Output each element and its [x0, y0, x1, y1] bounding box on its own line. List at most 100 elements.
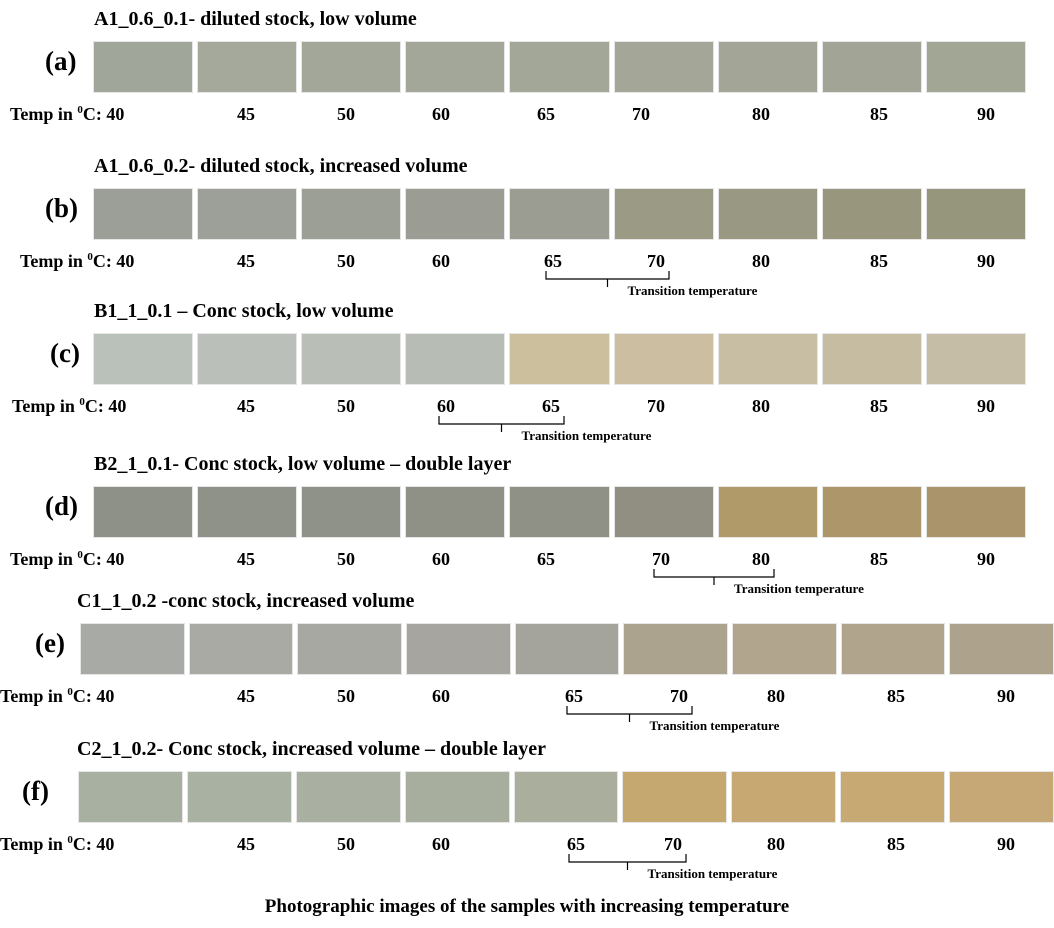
sample-photo: [613, 486, 714, 538]
temperature-label: 70: [647, 251, 665, 271]
temperature-label: 45: [237, 104, 255, 124]
temp-unit: C:: [72, 686, 92, 706]
temperature-label: 50: [337, 686, 355, 706]
sample-photo: [188, 623, 294, 675]
temperature-label: 90: [977, 251, 995, 271]
sample-photo: [717, 188, 818, 240]
row-title: B1_1_0.1 – Conc stock, low volume: [94, 300, 394, 322]
row-title: B2_1_0.1- Conc stock, low volume – doubl…: [94, 453, 512, 475]
sample-photo: [925, 188, 1026, 240]
temperature-label-first: Temp in 0C: 40: [0, 834, 114, 855]
panel-label: (b): [45, 193, 78, 223]
sample-photo: [197, 41, 298, 93]
sample-photo: [925, 486, 1026, 538]
temperature-label: 85: [887, 834, 905, 854]
temperature-label: 85: [870, 251, 888, 271]
sample-photo: [613, 333, 714, 385]
sample-photo: [405, 188, 506, 240]
sample-photo: [821, 41, 922, 93]
panel-label: (d): [45, 491, 78, 521]
temperature-label: 65: [537, 104, 555, 124]
sample-photo: [509, 333, 610, 385]
temperature-label: 50: [337, 834, 355, 854]
sample-photo: [93, 486, 194, 538]
sample-photo: [717, 333, 818, 385]
temperature-label-first: Temp in 0C: 40: [10, 549, 124, 570]
degree-superscript: 0: [77, 104, 83, 116]
degree-superscript: 0: [67, 834, 73, 846]
sample-photo: [949, 623, 1054, 675]
temperature-label: 70: [647, 396, 665, 416]
temperature-label: 45: [237, 251, 255, 271]
temperature-label: 80: [752, 549, 770, 569]
temperature-label: 65: [537, 549, 555, 569]
sample-photo: [840, 771, 946, 823]
panel-label: (e): [35, 628, 65, 658]
temperature-label-first: Temp in 0C: 40: [20, 251, 134, 272]
transition-temperature-label: Transition temperature: [647, 866, 778, 881]
temperature-label: 85: [887, 686, 905, 706]
temperature-label: 60: [432, 549, 450, 569]
row-title: A1_0.6_0.1- diluted stock, low volume: [94, 8, 417, 30]
degree-superscript: 0: [77, 549, 83, 561]
sample-photo: [197, 333, 298, 385]
temperature-label: 50: [337, 549, 355, 569]
sample-photo: [925, 333, 1026, 385]
temperature-label: 80: [752, 251, 770, 271]
temperature-label: 65: [565, 686, 583, 706]
sample-photo: [197, 188, 298, 240]
temperature-label: 50: [337, 396, 355, 416]
temp-prefix: Temp in: [12, 396, 80, 416]
temperature-label: 70: [664, 834, 682, 854]
temp-value: 40: [101, 549, 125, 569]
temperature-label: 45: [237, 686, 255, 706]
sample-photo: [613, 188, 714, 240]
sample-photo: [301, 188, 402, 240]
temp-prefix: Temp in: [10, 104, 78, 124]
row-title: C2_1_0.2- Conc stock, increased volume –…: [77, 738, 547, 760]
temperature-label: 60: [437, 396, 455, 416]
temperature-label: 45: [237, 834, 255, 854]
temperature-label: 90: [977, 549, 995, 569]
temperature-label: 60: [432, 834, 450, 854]
temperature-label: 65: [544, 251, 562, 271]
sample-photo: [613, 41, 714, 93]
sample-photo: [301, 333, 402, 385]
temperature-label: 60: [432, 686, 450, 706]
degree-superscript: 0: [67, 686, 73, 698]
temp-unit: C:: [82, 549, 102, 569]
sample-photo: [295, 771, 401, 823]
temp-value: 40: [91, 834, 115, 854]
sample-photo: [197, 486, 298, 538]
temperature-label: 90: [977, 104, 995, 124]
sample-photo: [78, 771, 183, 823]
sample-photo: [514, 623, 620, 675]
temp-value: 40: [111, 251, 135, 271]
temperature-label: 80: [767, 834, 785, 854]
sample-photo: [513, 771, 619, 823]
sample-photo: [622, 771, 728, 823]
transition-temperature-label: Transition temperature: [627, 283, 758, 298]
temperature-label: 65: [567, 834, 585, 854]
temperature-label-first: Temp in 0C: 40: [0, 686, 114, 707]
sample-photo: [404, 771, 510, 823]
temperature-label: 80: [752, 104, 770, 124]
temp-value: 40: [91, 686, 115, 706]
temperature-label: 90: [997, 834, 1015, 854]
sample-photo: [509, 486, 610, 538]
temperature-label: 80: [767, 686, 785, 706]
figure-caption: Photographic images of the samples with …: [264, 896, 790, 917]
sample-photo: [821, 188, 922, 240]
sample-photo: [717, 41, 818, 93]
panel-label: (c): [50, 338, 80, 368]
temp-unit: C:: [82, 104, 102, 124]
sample-photo: [186, 771, 292, 823]
sample-photo: [840, 623, 946, 675]
sample-photo: [405, 41, 506, 93]
temperature-label: 85: [870, 396, 888, 416]
sample-photo: [301, 486, 402, 538]
sample-photo: [821, 333, 922, 385]
temperature-label: 90: [997, 686, 1015, 706]
sample-photo: [301, 41, 402, 93]
temperature-label-first: Temp in 0C: 40: [12, 396, 126, 417]
